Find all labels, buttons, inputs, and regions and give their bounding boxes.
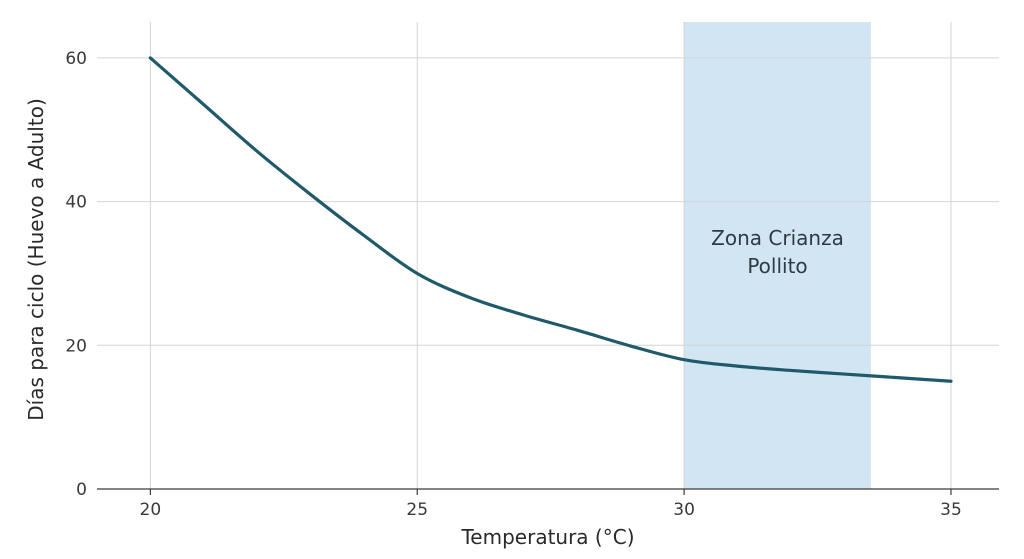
y-tick-label-60: 60 [65, 49, 87, 69]
x-tick-label-20: 20 [140, 500, 162, 520]
x-tick-label-25: 25 [406, 500, 428, 520]
shaded-region-rect [684, 22, 871, 489]
x-tick-label-35: 35 [940, 500, 962, 520]
y-tick-label-40: 40 [65, 193, 87, 213]
labels-layer: Zona Crianza Pollito Temperatura (°C) Dí… [24, 98, 844, 549]
shaded-region-label-line1: Zona Crianza [711, 226, 844, 250]
y-tick-label-0: 0 [76, 480, 87, 500]
axes: 20 25 30 35 0 20 40 60 [65, 49, 999, 520]
x-axis-title: Temperatura (°C) [460, 525, 634, 549]
gridlines [97, 22, 999, 489]
y-axis-title: Días para ciclo (Huevo a Adulto) [24, 98, 48, 420]
shaded-region-layer [684, 22, 871, 489]
series-layer [148, 56, 953, 383]
shaded-region-label-line2: Pollito [747, 254, 807, 278]
series-line-0 [148, 56, 953, 383]
y-tick-label-20: 20 [65, 336, 87, 356]
x-tick-label-30: 30 [673, 500, 695, 520]
